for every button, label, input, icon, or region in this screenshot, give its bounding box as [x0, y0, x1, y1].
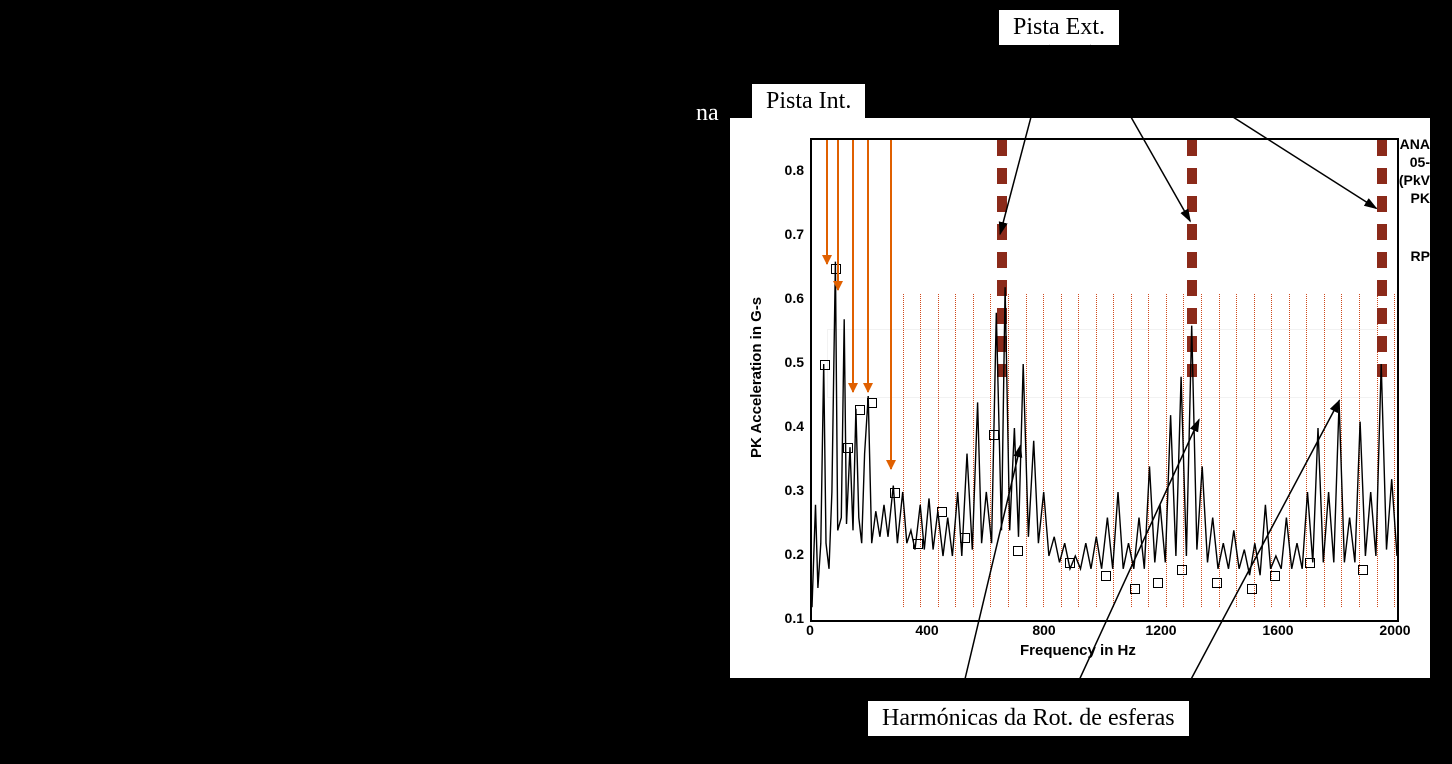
label-na-text: na [696, 100, 719, 126]
square-marker [1013, 546, 1023, 556]
ytick: 0.7 [774, 226, 804, 242]
square-marker [937, 507, 947, 517]
label-harmonicas-text: Harmónicas da Rot. de esferas [882, 705, 1175, 731]
square-marker [1270, 571, 1280, 581]
xtick: 0 [790, 622, 830, 638]
orange-arrow [890, 140, 892, 469]
orange-arrow [852, 140, 854, 392]
y-axis-label: PK Acceleration in G-s [748, 297, 765, 458]
info-l3: (PkV [1399, 172, 1430, 188]
orange-arrow [867, 140, 869, 392]
square-marker [890, 488, 900, 498]
info-l5: RP [1411, 248, 1430, 264]
square-marker [1101, 571, 1111, 581]
ytick: 0.3 [774, 482, 804, 498]
label-na: na [696, 100, 719, 127]
square-marker [1247, 584, 1257, 594]
square-marker [1065, 558, 1075, 568]
square-marker [1212, 578, 1222, 588]
xtick: 1200 [1141, 622, 1181, 638]
spectrum-chart-panel: PK Acceleration in G-s Frequency in Hz A… [730, 118, 1430, 678]
square-marker [855, 405, 865, 415]
plot-area [810, 138, 1399, 622]
spectrum-line [812, 262, 1397, 608]
ytick: 0.5 [774, 354, 804, 370]
ytick: 0.4 [774, 418, 804, 434]
info-l1: ANA [1400, 136, 1430, 152]
xtick: 2000 [1375, 622, 1415, 638]
square-marker [1358, 565, 1368, 575]
orange-arrow [826, 140, 828, 264]
label-harmonicas: Harmónicas da Rot. de esferas [867, 700, 1190, 737]
y-axis-label-text: PK Acceleration in G-s [748, 297, 765, 458]
square-marker [843, 443, 853, 453]
square-marker [820, 360, 830, 370]
info-l4: PK [1411, 190, 1430, 206]
x-axis-label: Frequency in Hz [1020, 642, 1136, 659]
orange-arrow [837, 140, 839, 290]
square-marker [1177, 565, 1187, 575]
ytick: 0.6 [774, 290, 804, 306]
square-marker [1153, 578, 1163, 588]
xtick: 1600 [1258, 622, 1298, 638]
x-axis-label-text: Frequency in Hz [1020, 642, 1136, 659]
ytick: 0.8 [774, 162, 804, 178]
label-pista-ext-text: Pista Ext. [1013, 14, 1105, 40]
square-marker [867, 398, 877, 408]
square-marker [1305, 558, 1315, 568]
label-pista-int-text: Pista Int. [766, 88, 851, 114]
label-pista-ext: Pista Ext. [998, 9, 1120, 46]
xtick: 400 [907, 622, 947, 638]
square-marker [1130, 584, 1140, 594]
square-marker [913, 539, 923, 549]
spectrum-svg [812, 140, 1397, 620]
square-marker [989, 430, 999, 440]
info-l2: 05- [1410, 154, 1430, 170]
xtick: 800 [1024, 622, 1064, 638]
label-pista-int: Pista Int. [751, 83, 866, 120]
ytick: 0.2 [774, 546, 804, 562]
square-marker [960, 533, 970, 543]
